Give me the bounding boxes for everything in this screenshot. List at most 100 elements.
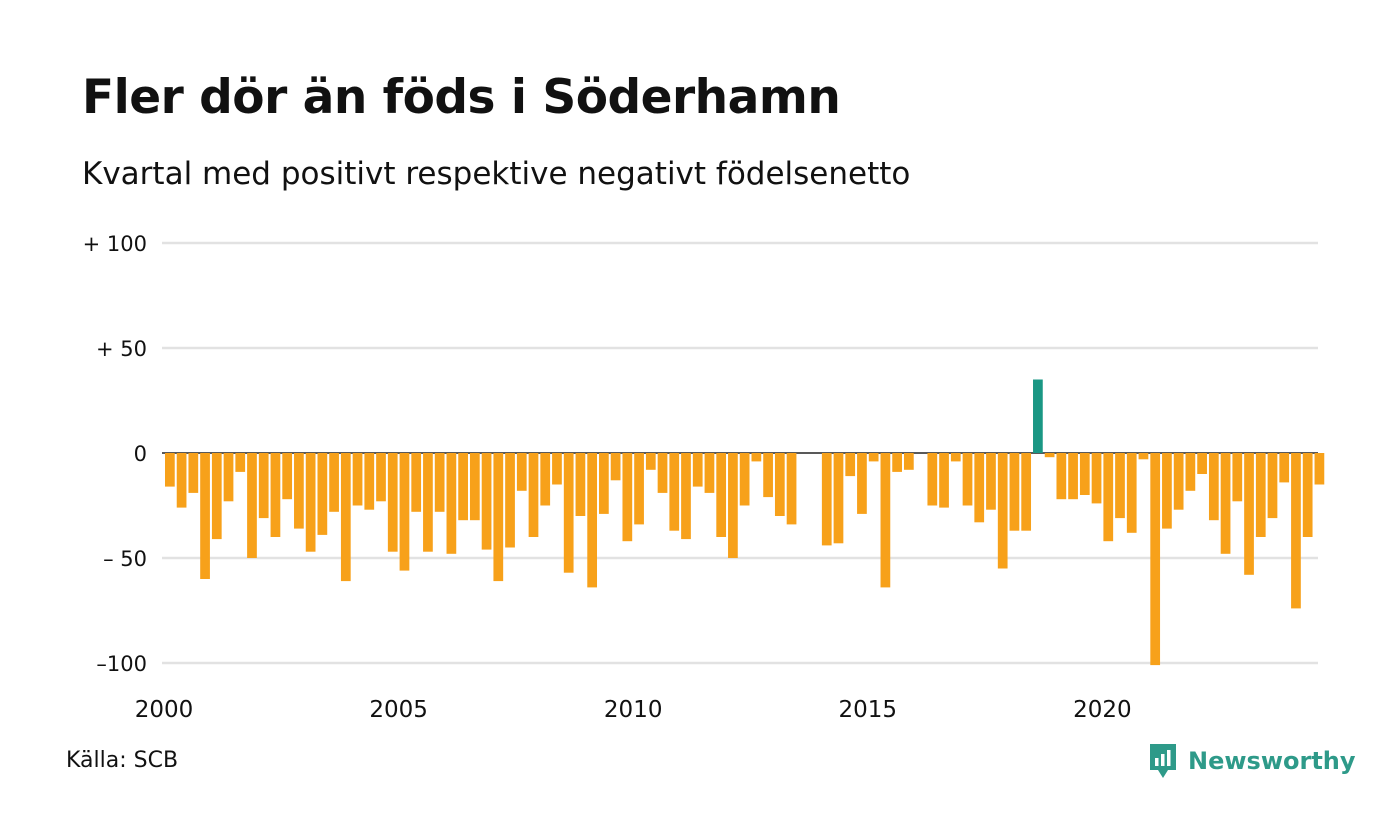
bar <box>247 453 257 558</box>
x-tick-label: 2010 <box>604 697 663 723</box>
bar <box>305 453 316 552</box>
bar <box>833 453 844 544</box>
bar <box>446 453 457 554</box>
bar <box>176 453 187 508</box>
bar <box>1138 453 1149 460</box>
bar <box>622 453 633 542</box>
bar <box>1091 453 1102 504</box>
bar <box>223 453 234 502</box>
bar <box>892 453 902 472</box>
bar <box>1044 453 1055 458</box>
bar <box>1208 453 1219 521</box>
bar <box>903 453 914 470</box>
bar <box>880 453 891 588</box>
bar <box>1009 453 1020 531</box>
bar <box>329 453 339 512</box>
bar <box>540 453 551 506</box>
bar <box>1068 453 1078 500</box>
source-label: Källa: SCB <box>66 748 179 773</box>
x-tick-label: 2015 <box>839 697 898 723</box>
bar <box>962 453 973 506</box>
bar <box>352 453 363 506</box>
bar <box>552 453 562 485</box>
bar <box>1302 453 1313 537</box>
bar <box>716 453 727 537</box>
bar <box>786 453 797 525</box>
chart-subtitle: Kvartal med positivt respektive negativt… <box>82 156 911 192</box>
bar <box>575 453 586 516</box>
bar <box>669 453 680 531</box>
bar <box>188 453 199 493</box>
bar <box>1126 453 1137 533</box>
bar <box>423 453 433 552</box>
bar <box>927 453 938 506</box>
bar <box>1279 453 1290 483</box>
bar <box>704 453 715 493</box>
bar <box>317 453 328 535</box>
bar <box>950 453 961 462</box>
x-tick-label: 2005 <box>369 697 428 723</box>
bar <box>997 453 1008 569</box>
bar <box>774 453 785 516</box>
bar <box>505 453 515 548</box>
bar <box>493 453 504 582</box>
bar <box>528 453 539 537</box>
chart-title: Fler dör än föds i Söderhamn <box>82 70 841 125</box>
bar <box>1314 453 1325 485</box>
bar <box>599 453 609 514</box>
x-tick-label: 2020 <box>1073 697 1132 723</box>
bar <box>270 453 281 537</box>
bar <box>974 453 985 523</box>
bar <box>387 453 398 552</box>
bar <box>258 453 269 519</box>
bar <box>763 453 773 498</box>
bar <box>200 453 210 579</box>
bar <box>857 453 867 514</box>
bar <box>728 453 738 558</box>
bar <box>1021 453 1032 531</box>
y-tick-label: –100 <box>96 652 147 676</box>
bar <box>868 453 879 462</box>
bar <box>563 453 574 573</box>
bar <box>1267 453 1278 519</box>
y-axis-ticks: + 100 + 50 0 – 50 –100 <box>83 232 147 676</box>
bar <box>399 453 410 571</box>
bar <box>458 453 468 521</box>
brand-logo[interactable]: Newsworthy <box>1148 742 1356 780</box>
bar <box>1150 453 1161 666</box>
bar <box>294 453 304 529</box>
bar <box>845 453 856 477</box>
bar <box>751 453 762 462</box>
bar <box>364 453 375 510</box>
bar <box>1185 453 1196 491</box>
bar <box>1255 453 1266 537</box>
x-tick-label: 2000 <box>135 697 194 723</box>
bar <box>434 453 445 512</box>
bar <box>411 453 422 512</box>
bar <box>657 453 668 493</box>
bar <box>1033 379 1043 453</box>
y-tick-label: 0 <box>134 442 147 466</box>
bar <box>481 453 492 550</box>
bar <box>645 453 656 470</box>
bar <box>1197 453 1207 474</box>
bar <box>587 453 598 588</box>
bar <box>1244 453 1254 575</box>
y-tick-label: – 50 <box>103 547 147 571</box>
bar <box>1232 453 1243 502</box>
bar <box>1162 453 1172 529</box>
bar <box>739 453 750 506</box>
bar <box>1173 453 1184 510</box>
bar <box>469 453 480 521</box>
bar <box>681 453 691 540</box>
bar <box>1115 453 1125 519</box>
bar <box>1291 453 1301 609</box>
bar <box>610 453 621 481</box>
bar <box>376 453 386 502</box>
bar <box>340 453 351 582</box>
brand-name: Newsworthy <box>1188 747 1356 775</box>
bar <box>235 453 246 472</box>
bar <box>1056 453 1067 500</box>
bar <box>1103 453 1114 542</box>
y-tick-label: + 50 <box>96 337 147 361</box>
